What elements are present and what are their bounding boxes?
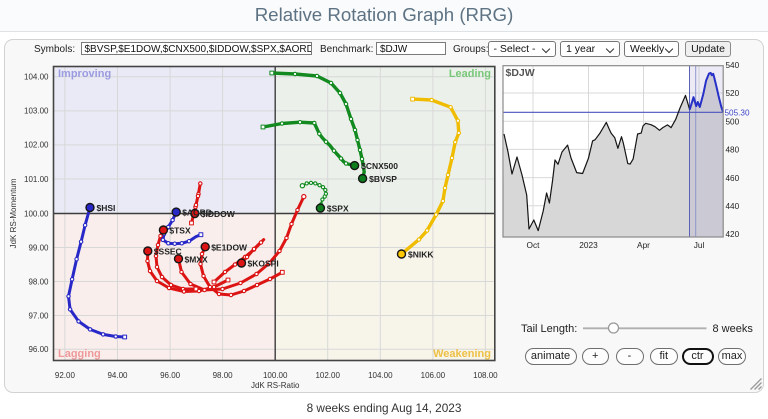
- svg-text:$CNX500: $CNX500: [361, 161, 398, 171]
- svg-text:Jul: Jul: [694, 240, 705, 250]
- svg-text:JdK RS-Ratio: JdK RS-Ratio: [251, 381, 300, 390]
- svg-text:520: 520: [726, 89, 740, 98]
- svg-text:$TSX: $TSX: [169, 226, 191, 236]
- svg-text:$KOSPI: $KOSPI: [248, 259, 279, 269]
- svg-text:540: 540: [726, 61, 740, 70]
- svg-text:440: 440: [726, 202, 740, 211]
- svg-text:104.00: 104.00: [24, 73, 49, 82]
- svg-text:106.00: 106.00: [421, 371, 446, 380]
- svg-text:98.00: 98.00: [28, 277, 49, 286]
- svg-text:420: 420: [726, 230, 740, 239]
- svg-text:101.00: 101.00: [24, 175, 49, 184]
- svg-text:96.00: 96.00: [28, 345, 49, 354]
- svg-text:8 weeks: 8 weeks: [713, 323, 754, 335]
- svg-text:505.30: 505.30: [725, 109, 750, 118]
- svg-text:96.00: 96.00: [160, 371, 181, 380]
- svg-text:100.00: 100.00: [263, 371, 288, 380]
- svg-text:Improving: Improving: [58, 68, 111, 80]
- svg-text:500: 500: [726, 117, 740, 126]
- svg-text:103.00: 103.00: [24, 107, 49, 116]
- svg-text:108.00: 108.00: [473, 371, 498, 380]
- svg-text:102.00: 102.00: [315, 371, 340, 380]
- svg-text:104.00: 104.00: [368, 371, 393, 380]
- svg-text:$DJW: $DJW: [506, 67, 535, 79]
- svg-text:94.00: 94.00: [107, 371, 128, 380]
- svg-text:$BVSP: $BVSP: [369, 174, 397, 184]
- svg-text:JdK RS-Momentum: JdK RS-Momentum: [9, 178, 18, 248]
- svg-text:$NIKK: $NIKK: [408, 250, 434, 260]
- svg-text:Weakening: Weakening: [433, 348, 491, 360]
- svg-text:Leading: Leading: [449, 68, 491, 80]
- svg-text:97.00: 97.00: [28, 311, 49, 320]
- svg-text:$HSI: $HSI: [97, 203, 116, 213]
- svg-text:Tail Length:: Tail Length:: [521, 323, 577, 335]
- svg-text:99.00: 99.00: [28, 243, 49, 252]
- svg-text:92.00: 92.00: [55, 371, 76, 380]
- svg-text:Lagging: Lagging: [58, 348, 101, 360]
- svg-text:98.00: 98.00: [213, 371, 234, 380]
- svg-text:$E1DOW: $E1DOW: [211, 242, 248, 252]
- svg-text:$IDDOW: $IDDOW: [201, 209, 236, 219]
- svg-text:$SSEC: $SSEC: [154, 247, 182, 257]
- svg-text:460: 460: [726, 174, 740, 183]
- svg-text:Oct: Oct: [527, 240, 541, 250]
- svg-text:$MXX: $MXX: [185, 254, 208, 264]
- svg-text:$SPX: $SPX: [327, 204, 349, 214]
- svg-text:100.00: 100.00: [24, 209, 49, 218]
- svg-text:102.00: 102.00: [24, 141, 49, 150]
- svg-text:480: 480: [726, 146, 740, 155]
- svg-text:2023: 2023: [579, 240, 598, 250]
- svg-text:Apr: Apr: [637, 240, 650, 250]
- svg-text:$AORD: $AORD: [182, 208, 212, 218]
